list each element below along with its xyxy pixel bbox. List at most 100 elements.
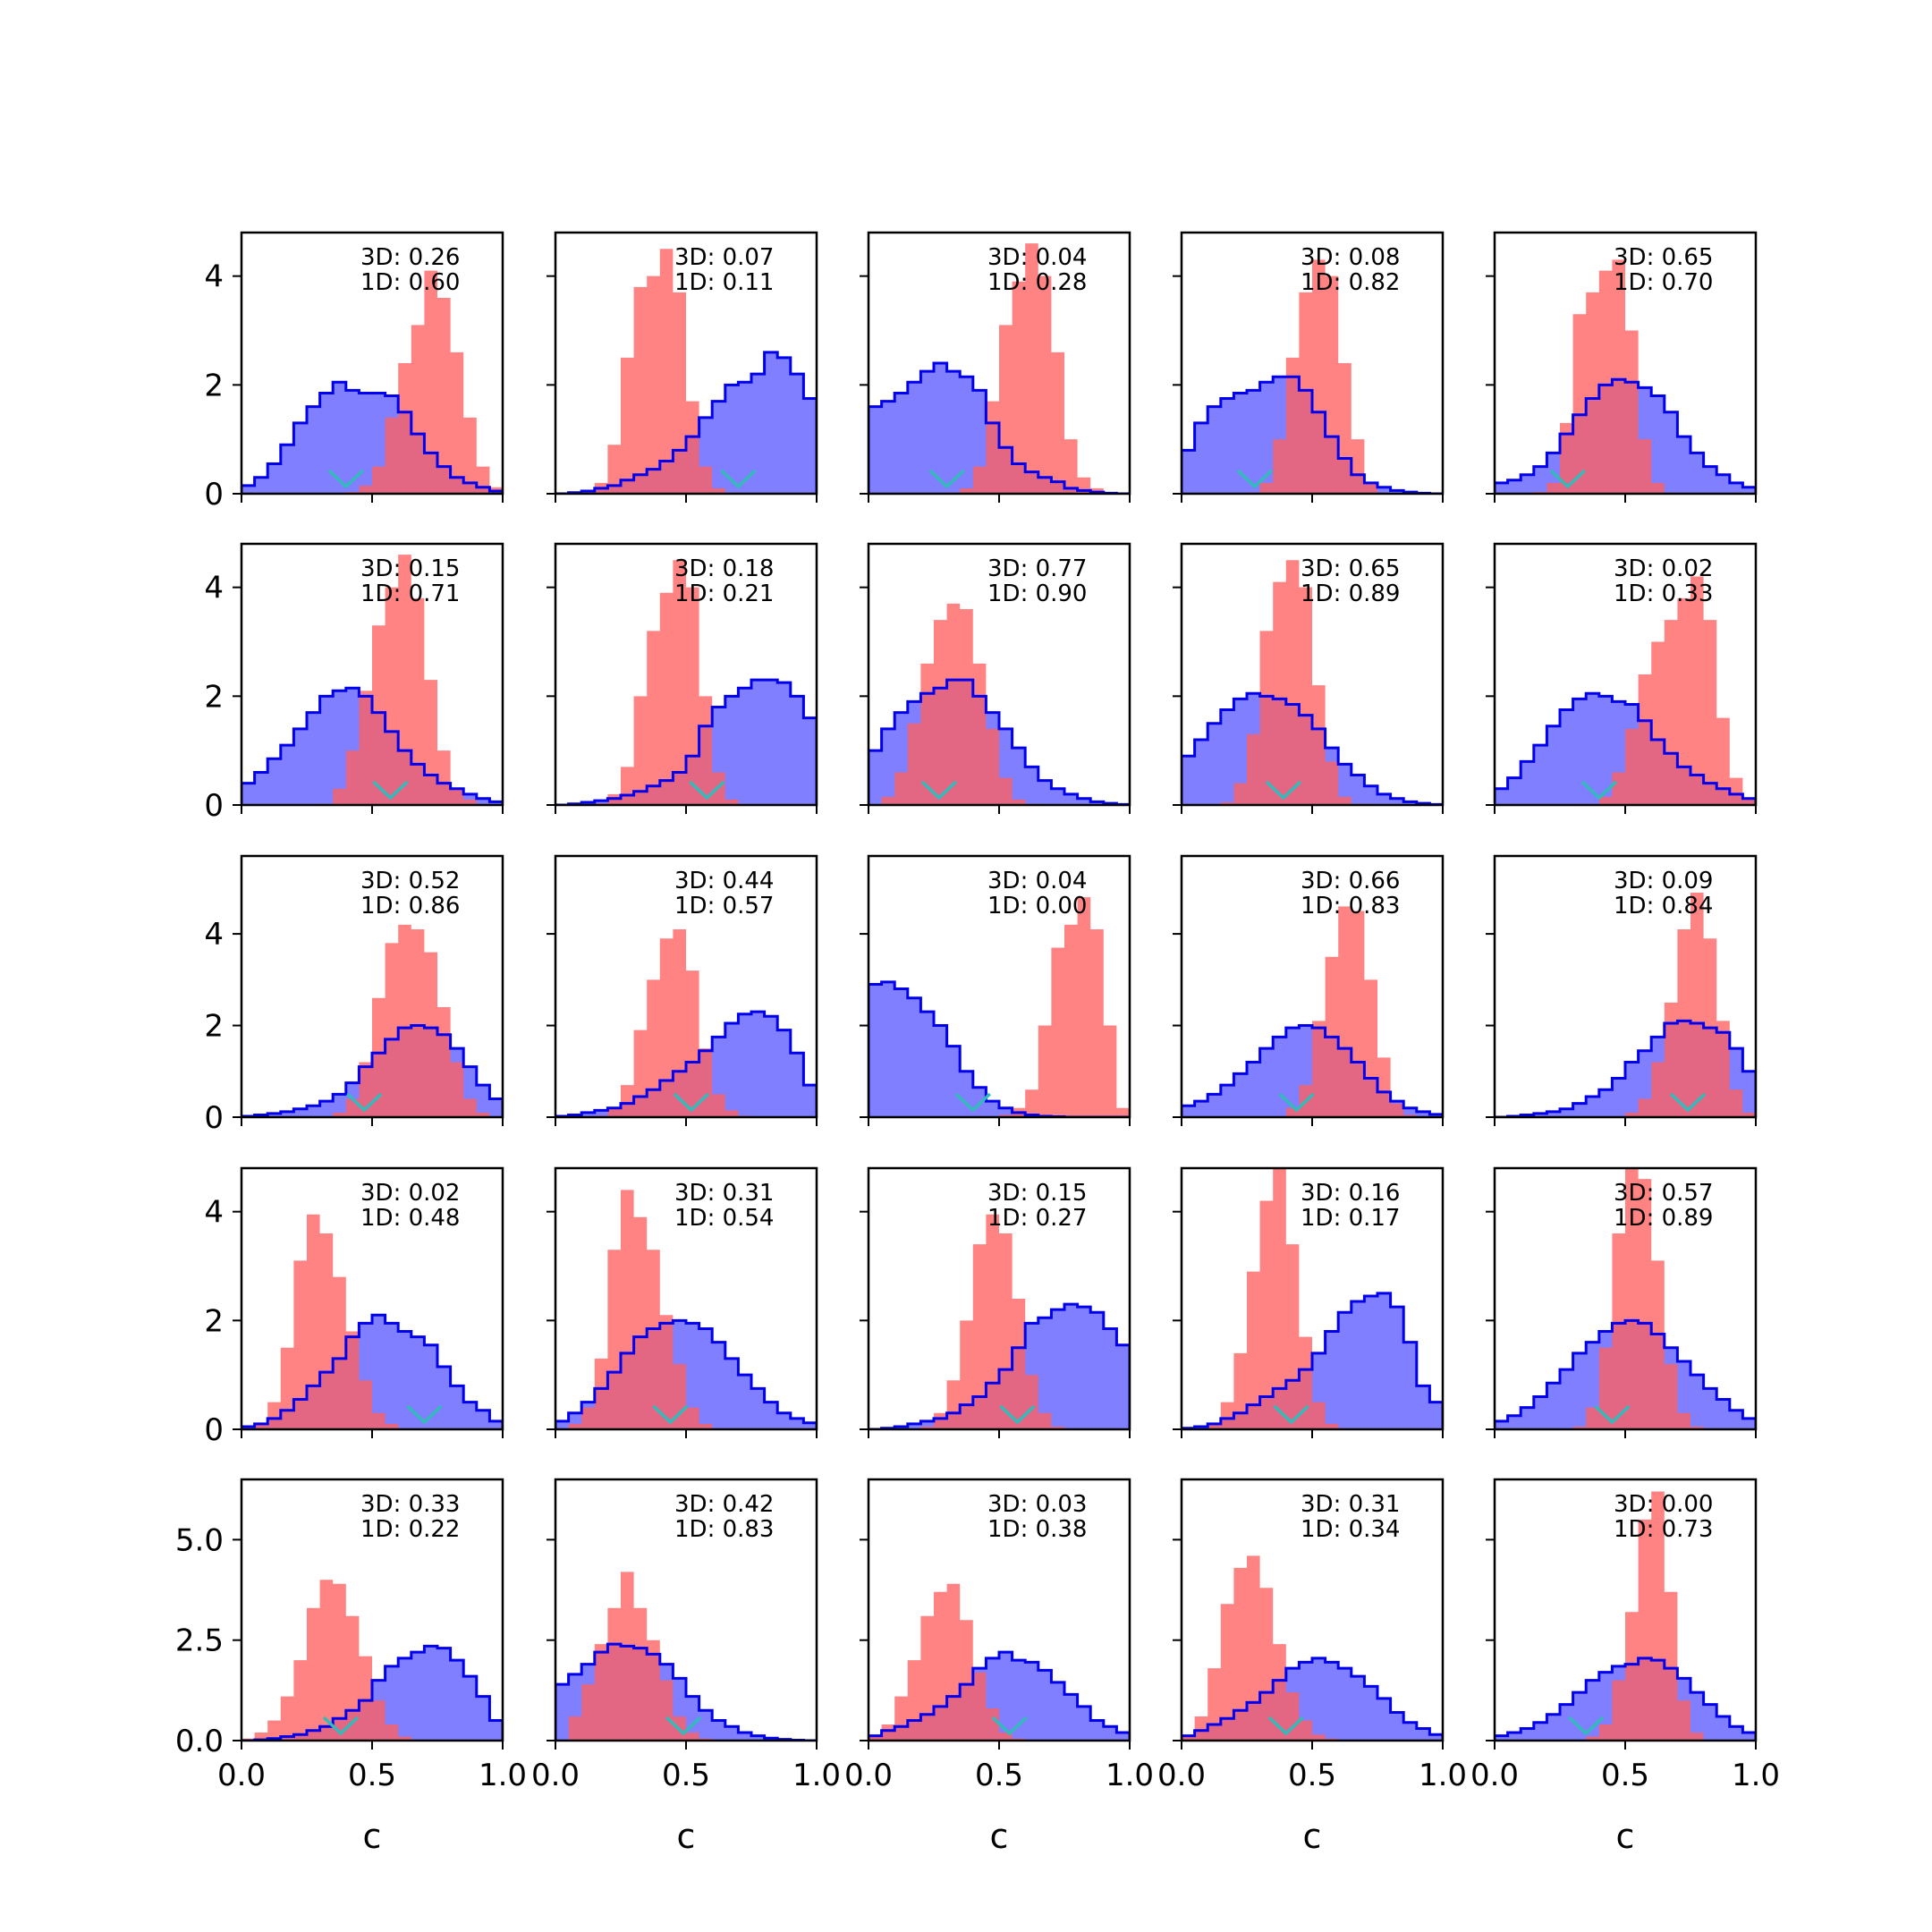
y-tick-label: 0 bbox=[204, 1100, 224, 1136]
blue-histogram-outline bbox=[555, 1010, 817, 1117]
true-value-marker bbox=[346, 1092, 383, 1113]
panel-plot-area bbox=[869, 603, 1130, 805]
label-1d: 1D: 0.28 bbox=[987, 269, 1087, 296]
red-histogram-fill bbox=[242, 555, 503, 805]
x-tick-label: 0.0 bbox=[217, 1758, 266, 1793]
blue-histogram-outline bbox=[1182, 1024, 1443, 1117]
red-histogram-fill bbox=[1495, 1168, 1756, 1429]
label-1d: 1D: 0.71 bbox=[360, 580, 460, 607]
red-histogram-fill bbox=[555, 560, 817, 805]
panel-plot-area bbox=[1495, 1168, 1756, 1429]
y-tick-label: 4 bbox=[204, 259, 224, 295]
label-3d: 3D: 0.42 bbox=[674, 1491, 774, 1518]
x-tick-label: 0.0 bbox=[1157, 1758, 1206, 1793]
x-tick-label: 0.5 bbox=[662, 1758, 710, 1793]
label-1d: 1D: 0.17 bbox=[1301, 1205, 1400, 1232]
label-3d: 3D: 0.07 bbox=[674, 244, 774, 271]
blue-histogram-outline bbox=[1495, 1318, 1756, 1429]
panel-plot-area bbox=[242, 1580, 503, 1741]
label-1d: 1D: 0.33 bbox=[1614, 580, 1713, 607]
panel-plot-area bbox=[1182, 1168, 1443, 1429]
label-1d: 1D: 0.83 bbox=[1301, 893, 1400, 919]
panel-plot-area bbox=[555, 249, 817, 494]
red-histogram-fill bbox=[1495, 892, 1756, 1117]
true-value-marker bbox=[1273, 1404, 1309, 1425]
red-histogram-fill bbox=[1495, 1491, 1756, 1741]
true-value-marker bbox=[673, 1092, 710, 1113]
red-histogram-fill bbox=[1495, 576, 1756, 805]
true-value-marker bbox=[1594, 1404, 1631, 1425]
y-tick-label: 5.0 bbox=[175, 1522, 224, 1558]
label-1d: 1D: 0.38 bbox=[987, 1516, 1087, 1543]
x-tick-label: 0.5 bbox=[1288, 1758, 1336, 1793]
red-histogram-fill bbox=[869, 897, 1130, 1117]
label-3d: 3D: 0.04 bbox=[987, 244, 1087, 271]
x-tick-label: 1.0 bbox=[479, 1758, 527, 1793]
blue-histogram-outline bbox=[869, 678, 1130, 805]
red-histogram-fill bbox=[242, 1214, 503, 1429]
label-1d: 1D: 0.11 bbox=[674, 269, 774, 296]
panel-plot-area bbox=[242, 270, 503, 494]
label-1d: 1D: 0.89 bbox=[1614, 1205, 1713, 1232]
red-histogram-fill bbox=[555, 249, 817, 494]
true-value-marker bbox=[1265, 780, 1302, 801]
blue-histogram-outline bbox=[555, 678, 817, 805]
label-3d: 3D: 0.16 bbox=[1301, 1180, 1400, 1207]
label-1d: 1D: 0.34 bbox=[1301, 1516, 1400, 1543]
panel-plot-area bbox=[242, 1214, 503, 1429]
label-3d: 3D: 0.52 bbox=[360, 868, 460, 894]
panel-plot-area bbox=[869, 1214, 1130, 1429]
label-1d: 1D: 0.48 bbox=[360, 1205, 460, 1232]
true-value-marker bbox=[1549, 469, 1586, 489]
red-histogram-fill bbox=[869, 1583, 1130, 1741]
label-1d: 1D: 0.22 bbox=[360, 1516, 460, 1543]
label-3d: 3D: 0.31 bbox=[1301, 1491, 1400, 1518]
panel-plot-area bbox=[555, 1572, 817, 1741]
label-3d: 3D: 0.77 bbox=[987, 555, 1087, 582]
x-tick-label: 0.5 bbox=[1601, 1758, 1649, 1793]
true-value-marker bbox=[1580, 780, 1618, 801]
label-3d: 3D: 0.15 bbox=[360, 555, 460, 582]
x-axis-label: c bbox=[677, 1817, 696, 1856]
red-histogram-fill bbox=[242, 270, 503, 494]
label-3d: 3D: 0.44 bbox=[674, 868, 774, 894]
red-histogram-fill bbox=[555, 928, 817, 1117]
blue-histogram-outline bbox=[1495, 1657, 1756, 1741]
true-value-marker bbox=[928, 469, 965, 489]
label-3d: 3D: 0.09 bbox=[1614, 868, 1713, 894]
blue-histogram-outline bbox=[242, 380, 503, 494]
label-1d: 1D: 0.86 bbox=[360, 893, 460, 919]
panel-plot-area bbox=[869, 243, 1130, 494]
blue-histogram-outline bbox=[1182, 1292, 1443, 1429]
label-1d: 1D: 0.57 bbox=[674, 893, 774, 919]
panel-plot-area bbox=[1495, 576, 1756, 805]
label-3d: 3D: 0.65 bbox=[1614, 244, 1713, 271]
label-3d: 3D: 0.33 bbox=[360, 1491, 460, 1518]
panel-plot-area bbox=[242, 555, 503, 805]
label-1d: 1D: 0.70 bbox=[1614, 269, 1713, 296]
true-value-marker bbox=[1669, 1092, 1707, 1113]
panel-plot-area bbox=[1495, 892, 1756, 1117]
blue-histogram-outline bbox=[1182, 1657, 1443, 1741]
x-axis-label: c bbox=[1303, 1817, 1322, 1856]
label-3d: 3D: 0.02 bbox=[360, 1180, 460, 1207]
blue-histogram-outline bbox=[555, 1642, 817, 1741]
y-tick-label: 4 bbox=[204, 917, 224, 953]
blue-histogram-outline bbox=[869, 361, 1130, 494]
y-tick-label: 0 bbox=[204, 788, 224, 824]
x-tick-label: 0.0 bbox=[531, 1758, 580, 1793]
